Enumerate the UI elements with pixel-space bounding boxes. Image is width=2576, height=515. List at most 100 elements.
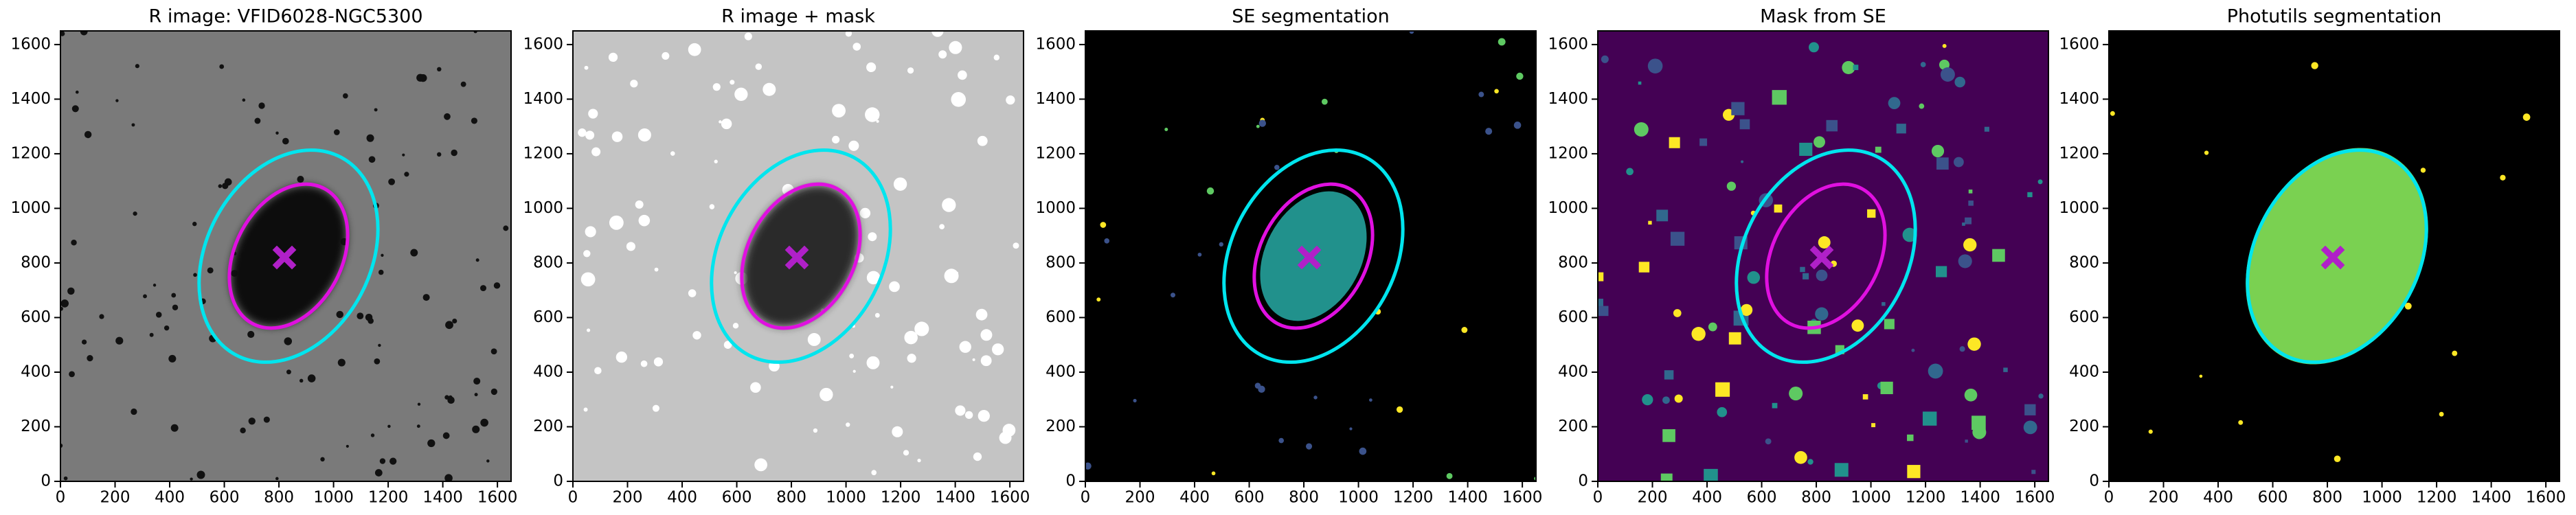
source-spot (452, 318, 457, 324)
mask-square (1962, 222, 1965, 226)
source-spot (1673, 309, 1682, 317)
panel-title: SE segmentation (1232, 6, 1389, 27)
axes-frame (2108, 30, 2560, 482)
x-tick-label: 400 (1179, 489, 1210, 507)
source-spot (999, 431, 1012, 444)
y-tick-label: 0 (553, 472, 563, 490)
y-tick-label: 200 (1558, 417, 1588, 435)
mask-square (1968, 190, 1973, 194)
source-spot (493, 282, 501, 289)
source-spot (586, 328, 591, 332)
source-spot (1100, 222, 1107, 228)
source-spot (1133, 398, 1137, 403)
y-tick-label: 0 (1065, 472, 1076, 490)
source-spot (416, 424, 420, 428)
source-spot (580, 272, 596, 287)
source-spot (190, 477, 193, 481)
source-spot (1794, 450, 1807, 464)
aperture-ellipse (1765, 182, 1887, 330)
source-spot (1931, 144, 1945, 158)
source-spot (143, 294, 147, 299)
source-spot (1954, 76, 1966, 88)
source-spot (958, 70, 967, 80)
y-tick-label: 1400 (523, 90, 563, 108)
y-tick-label: 1400 (2059, 90, 2099, 108)
mask-square (1971, 415, 1986, 431)
y-tick-label: 0 (2089, 472, 2099, 490)
center-marker (784, 245, 809, 270)
mask-square (1803, 273, 1809, 279)
x-tick-label: 1200 (2417, 489, 2457, 507)
source-spot (714, 159, 718, 163)
source-spot (1256, 124, 1260, 128)
source-spot (2238, 420, 2244, 425)
source-spot (871, 470, 877, 476)
source-spot (133, 211, 137, 216)
y-tick-label: 1200 (523, 144, 563, 162)
source-spot (734, 87, 748, 101)
source-spot (1959, 346, 1965, 352)
source-spot (378, 269, 384, 275)
x-tick-label: 1000 (1851, 489, 1891, 507)
mask-square (1922, 411, 1937, 426)
x-tick-label: 800 (776, 489, 806, 507)
source-spot (719, 120, 722, 124)
source-spot (955, 405, 966, 416)
y-tick-label: 600 (2069, 308, 2099, 326)
source-spot (1789, 387, 1803, 401)
source-spot (2452, 350, 2458, 356)
center-marker (272, 245, 297, 270)
source-spot (583, 407, 588, 412)
source-spot (219, 64, 225, 69)
source-spot (868, 232, 877, 242)
source-spot (813, 428, 818, 433)
source-spot (374, 108, 378, 112)
source-spot (60, 31, 65, 36)
x-tick-label: 0 (1593, 489, 1603, 507)
source-spot (1967, 337, 1981, 351)
y-tick-label: 200 (1046, 417, 1076, 435)
source-spot (1626, 168, 1634, 176)
panel: 0 200 400 600 800 1000 1200 1400 1600 0 200 400 600 8… (1548, 6, 2055, 507)
source-spot (874, 312, 880, 318)
y-tick-label: 800 (21, 253, 51, 271)
x-tick-label: 600 (1747, 489, 1777, 507)
x-tick-label: 400 (2203, 489, 2233, 507)
mask-square (1598, 272, 1604, 282)
source-spot (155, 312, 162, 318)
mask-square (1871, 423, 1876, 428)
source-spot (992, 343, 1004, 356)
source-spot (163, 325, 170, 331)
x-tick-label: 0 (56, 489, 66, 507)
mask-square (1648, 220, 1652, 225)
mask-square (1862, 394, 1868, 400)
source-spot (222, 183, 229, 190)
source-spot (848, 140, 859, 151)
source-spot (688, 43, 701, 56)
source-spot (2204, 150, 2209, 155)
source-spot (852, 43, 861, 51)
source-spot (460, 81, 466, 87)
source-spot (240, 427, 246, 434)
mask-square (1772, 90, 1787, 105)
mask-square (1739, 119, 1750, 130)
source-spot (1939, 59, 1950, 70)
source-spot (1013, 242, 1019, 249)
source-spot (959, 341, 971, 353)
x-tick-label: 600 (1234, 489, 1265, 507)
source-spot (1928, 363, 1943, 379)
source-spot (1494, 89, 1499, 94)
x-tick-label: 800 (1289, 489, 1319, 507)
source-spot (585, 130, 595, 140)
source-spot (709, 204, 715, 209)
source-spot (594, 367, 602, 375)
source-spot (1919, 103, 1925, 109)
source-spot (964, 411, 973, 420)
source-spot (2500, 174, 2506, 181)
source-spot (299, 378, 304, 383)
source-spot (1662, 396, 1670, 404)
source-spot (2439, 411, 2444, 417)
mask-square (2031, 470, 2036, 474)
y-tick-label: 1000 (1035, 199, 1076, 217)
